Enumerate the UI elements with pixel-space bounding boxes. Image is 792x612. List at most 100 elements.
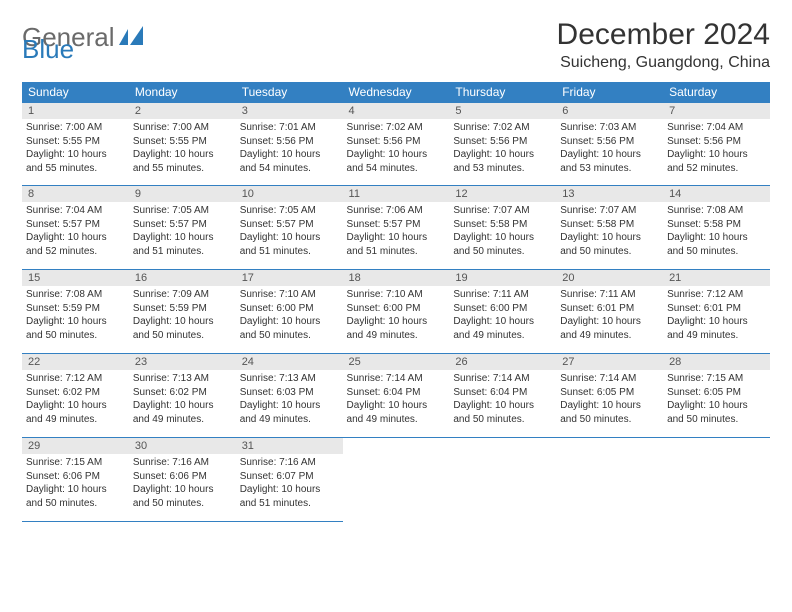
day-body: Sunrise: 7:12 AMSunset: 6:02 PMDaylight:…	[22, 370, 129, 430]
day-number: 17	[236, 270, 343, 286]
calendar-cell: 17Sunrise: 7:10 AMSunset: 6:00 PMDayligh…	[236, 270, 343, 354]
calendar-cell: 9Sunrise: 7:05 AMSunset: 5:57 PMDaylight…	[129, 186, 236, 270]
day-body: Sunrise: 7:04 AMSunset: 5:57 PMDaylight:…	[22, 202, 129, 262]
sunset-line: Sunset: 5:58 PM	[560, 218, 659, 232]
calendar-week-row: 8Sunrise: 7:04 AMSunset: 5:57 PMDaylight…	[22, 186, 770, 270]
day-number: 10	[236, 186, 343, 202]
logo-text-blue: Blue	[22, 36, 74, 62]
calendar-cell: 31Sunrise: 7:16 AMSunset: 6:07 PMDayligh…	[236, 438, 343, 522]
calendar-cell: 15Sunrise: 7:08 AMSunset: 5:59 PMDayligh…	[22, 270, 129, 354]
sunset-line: Sunset: 5:57 PM	[133, 218, 232, 232]
day-body: Sunrise: 7:07 AMSunset: 5:58 PMDaylight:…	[556, 202, 663, 262]
sunset-line: Sunset: 6:06 PM	[26, 470, 125, 484]
day-number: 14	[663, 186, 770, 202]
day-body: Sunrise: 7:14 AMSunset: 6:04 PMDaylight:…	[449, 370, 556, 430]
calendar-cell: 16Sunrise: 7:09 AMSunset: 5:59 PMDayligh…	[129, 270, 236, 354]
sunrise-line: Sunrise: 7:12 AM	[26, 372, 125, 386]
weekday-header: Monday	[129, 82, 236, 102]
day-body: Sunrise: 7:13 AMSunset: 6:02 PMDaylight:…	[129, 370, 236, 430]
calendar-cell: 19Sunrise: 7:11 AMSunset: 6:00 PMDayligh…	[449, 270, 556, 354]
day-body: Sunrise: 7:15 AMSunset: 6:06 PMDaylight:…	[22, 454, 129, 514]
sunrise-line: Sunrise: 7:07 AM	[560, 204, 659, 218]
day-body: Sunrise: 7:04 AMSunset: 5:56 PMDaylight:…	[663, 119, 770, 179]
sunrise-line: Sunrise: 7:11 AM	[453, 288, 552, 302]
day-body: Sunrise: 7:14 AMSunset: 6:05 PMDaylight:…	[556, 370, 663, 430]
day-number: 18	[343, 270, 450, 286]
calendar-body: 1Sunrise: 7:00 AMSunset: 5:55 PMDaylight…	[22, 102, 770, 522]
calendar-cell: 5Sunrise: 7:02 AMSunset: 5:56 PMDaylight…	[449, 102, 556, 186]
day-number: 28	[663, 354, 770, 370]
sunset-line: Sunset: 6:03 PM	[240, 386, 339, 400]
sunset-line: Sunset: 5:58 PM	[667, 218, 766, 232]
calendar-cell: 2Sunrise: 7:00 AMSunset: 5:55 PMDaylight…	[129, 102, 236, 186]
weekday-header-row: Sunday Monday Tuesday Wednesday Thursday…	[22, 82, 770, 102]
calendar-cell	[449, 438, 556, 522]
calendar-cell: 28Sunrise: 7:15 AMSunset: 6:05 PMDayligh…	[663, 354, 770, 438]
calendar-cell: 30Sunrise: 7:16 AMSunset: 6:06 PMDayligh…	[129, 438, 236, 522]
day-number: 7	[663, 103, 770, 119]
daylight-line: Daylight: 10 hours and 49 minutes.	[453, 315, 552, 342]
sunset-line: Sunset: 5:57 PM	[240, 218, 339, 232]
sunset-line: Sunset: 5:56 PM	[347, 135, 446, 149]
calendar-cell: 29Sunrise: 7:15 AMSunset: 6:06 PMDayligh…	[22, 438, 129, 522]
weekday-header: Sunday	[22, 82, 129, 102]
sunrise-line: Sunrise: 7:11 AM	[560, 288, 659, 302]
weekday-header: Saturday	[663, 82, 770, 102]
day-number: 22	[22, 354, 129, 370]
sunrise-line: Sunrise: 7:09 AM	[133, 288, 232, 302]
sunrise-line: Sunrise: 7:04 AM	[667, 121, 766, 135]
month-title: December 2024	[557, 18, 770, 52]
sunrise-line: Sunrise: 7:07 AM	[453, 204, 552, 218]
day-number: 16	[129, 270, 236, 286]
daylight-line: Daylight: 10 hours and 50 minutes.	[26, 315, 125, 342]
sunrise-line: Sunrise: 7:12 AM	[667, 288, 766, 302]
daylight-line: Daylight: 10 hours and 50 minutes.	[560, 231, 659, 258]
weekday-header: Friday	[556, 82, 663, 102]
day-body: Sunrise: 7:01 AMSunset: 5:56 PMDaylight:…	[236, 119, 343, 179]
calendar-cell: 26Sunrise: 7:14 AMSunset: 6:04 PMDayligh…	[449, 354, 556, 438]
daylight-line: Daylight: 10 hours and 50 minutes.	[240, 315, 339, 342]
calendar-week-row: 15Sunrise: 7:08 AMSunset: 5:59 PMDayligh…	[22, 270, 770, 354]
day-body: Sunrise: 7:08 AMSunset: 5:59 PMDaylight:…	[22, 286, 129, 346]
day-number: 20	[556, 270, 663, 286]
sunset-line: Sunset: 6:02 PM	[133, 386, 232, 400]
day-number: 6	[556, 103, 663, 119]
day-body: Sunrise: 7:05 AMSunset: 5:57 PMDaylight:…	[129, 202, 236, 262]
calendar-cell: 13Sunrise: 7:07 AMSunset: 5:58 PMDayligh…	[556, 186, 663, 270]
daylight-line: Daylight: 10 hours and 51 minutes.	[240, 231, 339, 258]
daylight-line: Daylight: 10 hours and 49 minutes.	[240, 399, 339, 426]
sunrise-line: Sunrise: 7:16 AM	[240, 456, 339, 470]
daylight-line: Daylight: 10 hours and 49 minutes.	[133, 399, 232, 426]
sunrise-line: Sunrise: 7:00 AM	[133, 121, 232, 135]
calendar-week-row: 29Sunrise: 7:15 AMSunset: 6:06 PMDayligh…	[22, 438, 770, 522]
daylight-line: Daylight: 10 hours and 50 minutes.	[453, 231, 552, 258]
day-body: Sunrise: 7:11 AMSunset: 6:01 PMDaylight:…	[556, 286, 663, 346]
title-block: December 2024 Suicheng, Guangdong, China	[557, 18, 770, 72]
calendar-cell: 22Sunrise: 7:12 AMSunset: 6:02 PMDayligh…	[22, 354, 129, 438]
calendar-cell: 27Sunrise: 7:14 AMSunset: 6:05 PMDayligh…	[556, 354, 663, 438]
day-number: 29	[22, 438, 129, 454]
day-body: Sunrise: 7:00 AMSunset: 5:55 PMDaylight:…	[129, 119, 236, 179]
day-number: 30	[129, 438, 236, 454]
day-number: 1	[22, 103, 129, 119]
daylight-line: Daylight: 10 hours and 51 minutes.	[133, 231, 232, 258]
day-body: Sunrise: 7:10 AMSunset: 6:00 PMDaylight:…	[343, 286, 450, 346]
sunset-line: Sunset: 6:01 PM	[560, 302, 659, 316]
calendar-cell	[343, 438, 450, 522]
calendar-cell: 11Sunrise: 7:06 AMSunset: 5:57 PMDayligh…	[343, 186, 450, 270]
weekday-header: Thursday	[449, 82, 556, 102]
calendar-week-row: 1Sunrise: 7:00 AMSunset: 5:55 PMDaylight…	[22, 102, 770, 186]
sunrise-line: Sunrise: 7:10 AM	[347, 288, 446, 302]
sunrise-line: Sunrise: 7:01 AM	[240, 121, 339, 135]
daylight-line: Daylight: 10 hours and 53 minutes.	[453, 148, 552, 175]
sunrise-line: Sunrise: 7:00 AM	[26, 121, 125, 135]
daylight-line: Daylight: 10 hours and 50 minutes.	[133, 483, 232, 510]
weekday-header: Wednesday	[343, 82, 450, 102]
weekday-header: Tuesday	[236, 82, 343, 102]
day-number: 11	[343, 186, 450, 202]
calendar-cell: 7Sunrise: 7:04 AMSunset: 5:56 PMDaylight…	[663, 102, 770, 186]
calendar-cell: 25Sunrise: 7:14 AMSunset: 6:04 PMDayligh…	[343, 354, 450, 438]
daylight-line: Daylight: 10 hours and 49 minutes.	[347, 315, 446, 342]
daylight-line: Daylight: 10 hours and 49 minutes.	[560, 315, 659, 342]
calendar-cell: 1Sunrise: 7:00 AMSunset: 5:55 PMDaylight…	[22, 102, 129, 186]
